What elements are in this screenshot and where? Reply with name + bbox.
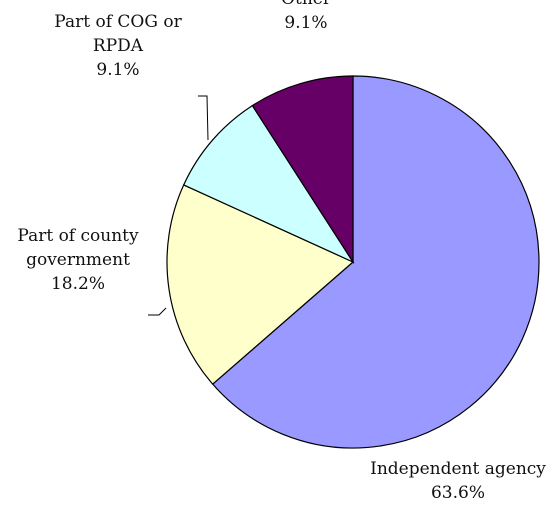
pie-slice-independent-agency	[211, 75, 540, 449]
slice-value-label: 9.1%	[284, 13, 327, 33]
slice-labels: Independent agency 63.6% Part of county gov…	[17, 0, 546, 503]
leader-line-part-of-county-government	[148, 307, 167, 316]
slice-name-line: Independent agency	[370, 459, 546, 479]
slice-value-label: 9.1%	[96, 60, 139, 80]
slice-label-part-of-cog-or-rpda: Part of COG or RPDA 9.1%	[54, 12, 182, 80]
pie-slice-part-of-county-government	[166, 184, 355, 385]
slice-name-line: Other	[281, 0, 332, 9]
slice-name-line: Part of county	[17, 226, 139, 246]
slice-value-label: 63.6%	[431, 483, 485, 503]
slice-value-label: 18.2%	[51, 274, 105, 294]
leader-lines	[148, 95, 209, 316]
pie-slices	[166, 75, 540, 449]
leader-line-part-of-cog-or-rpda	[198, 95, 209, 141]
slice-name-line: government	[26, 250, 130, 270]
slice-name-line: RPDA	[93, 36, 144, 56]
slice-label-part-of-county-government: Part of county government 18.2%	[17, 226, 139, 294]
pie-slice-part-of-cog-or-rpda	[182, 104, 355, 264]
slice-label-independent-agency: Independent agency 63.6%	[370, 459, 546, 503]
slice-label-other: Other 9.1%	[281, 0, 332, 33]
pie-slice-other	[251, 75, 354, 265]
slice-name-line: Part of COG or	[54, 12, 182, 32]
